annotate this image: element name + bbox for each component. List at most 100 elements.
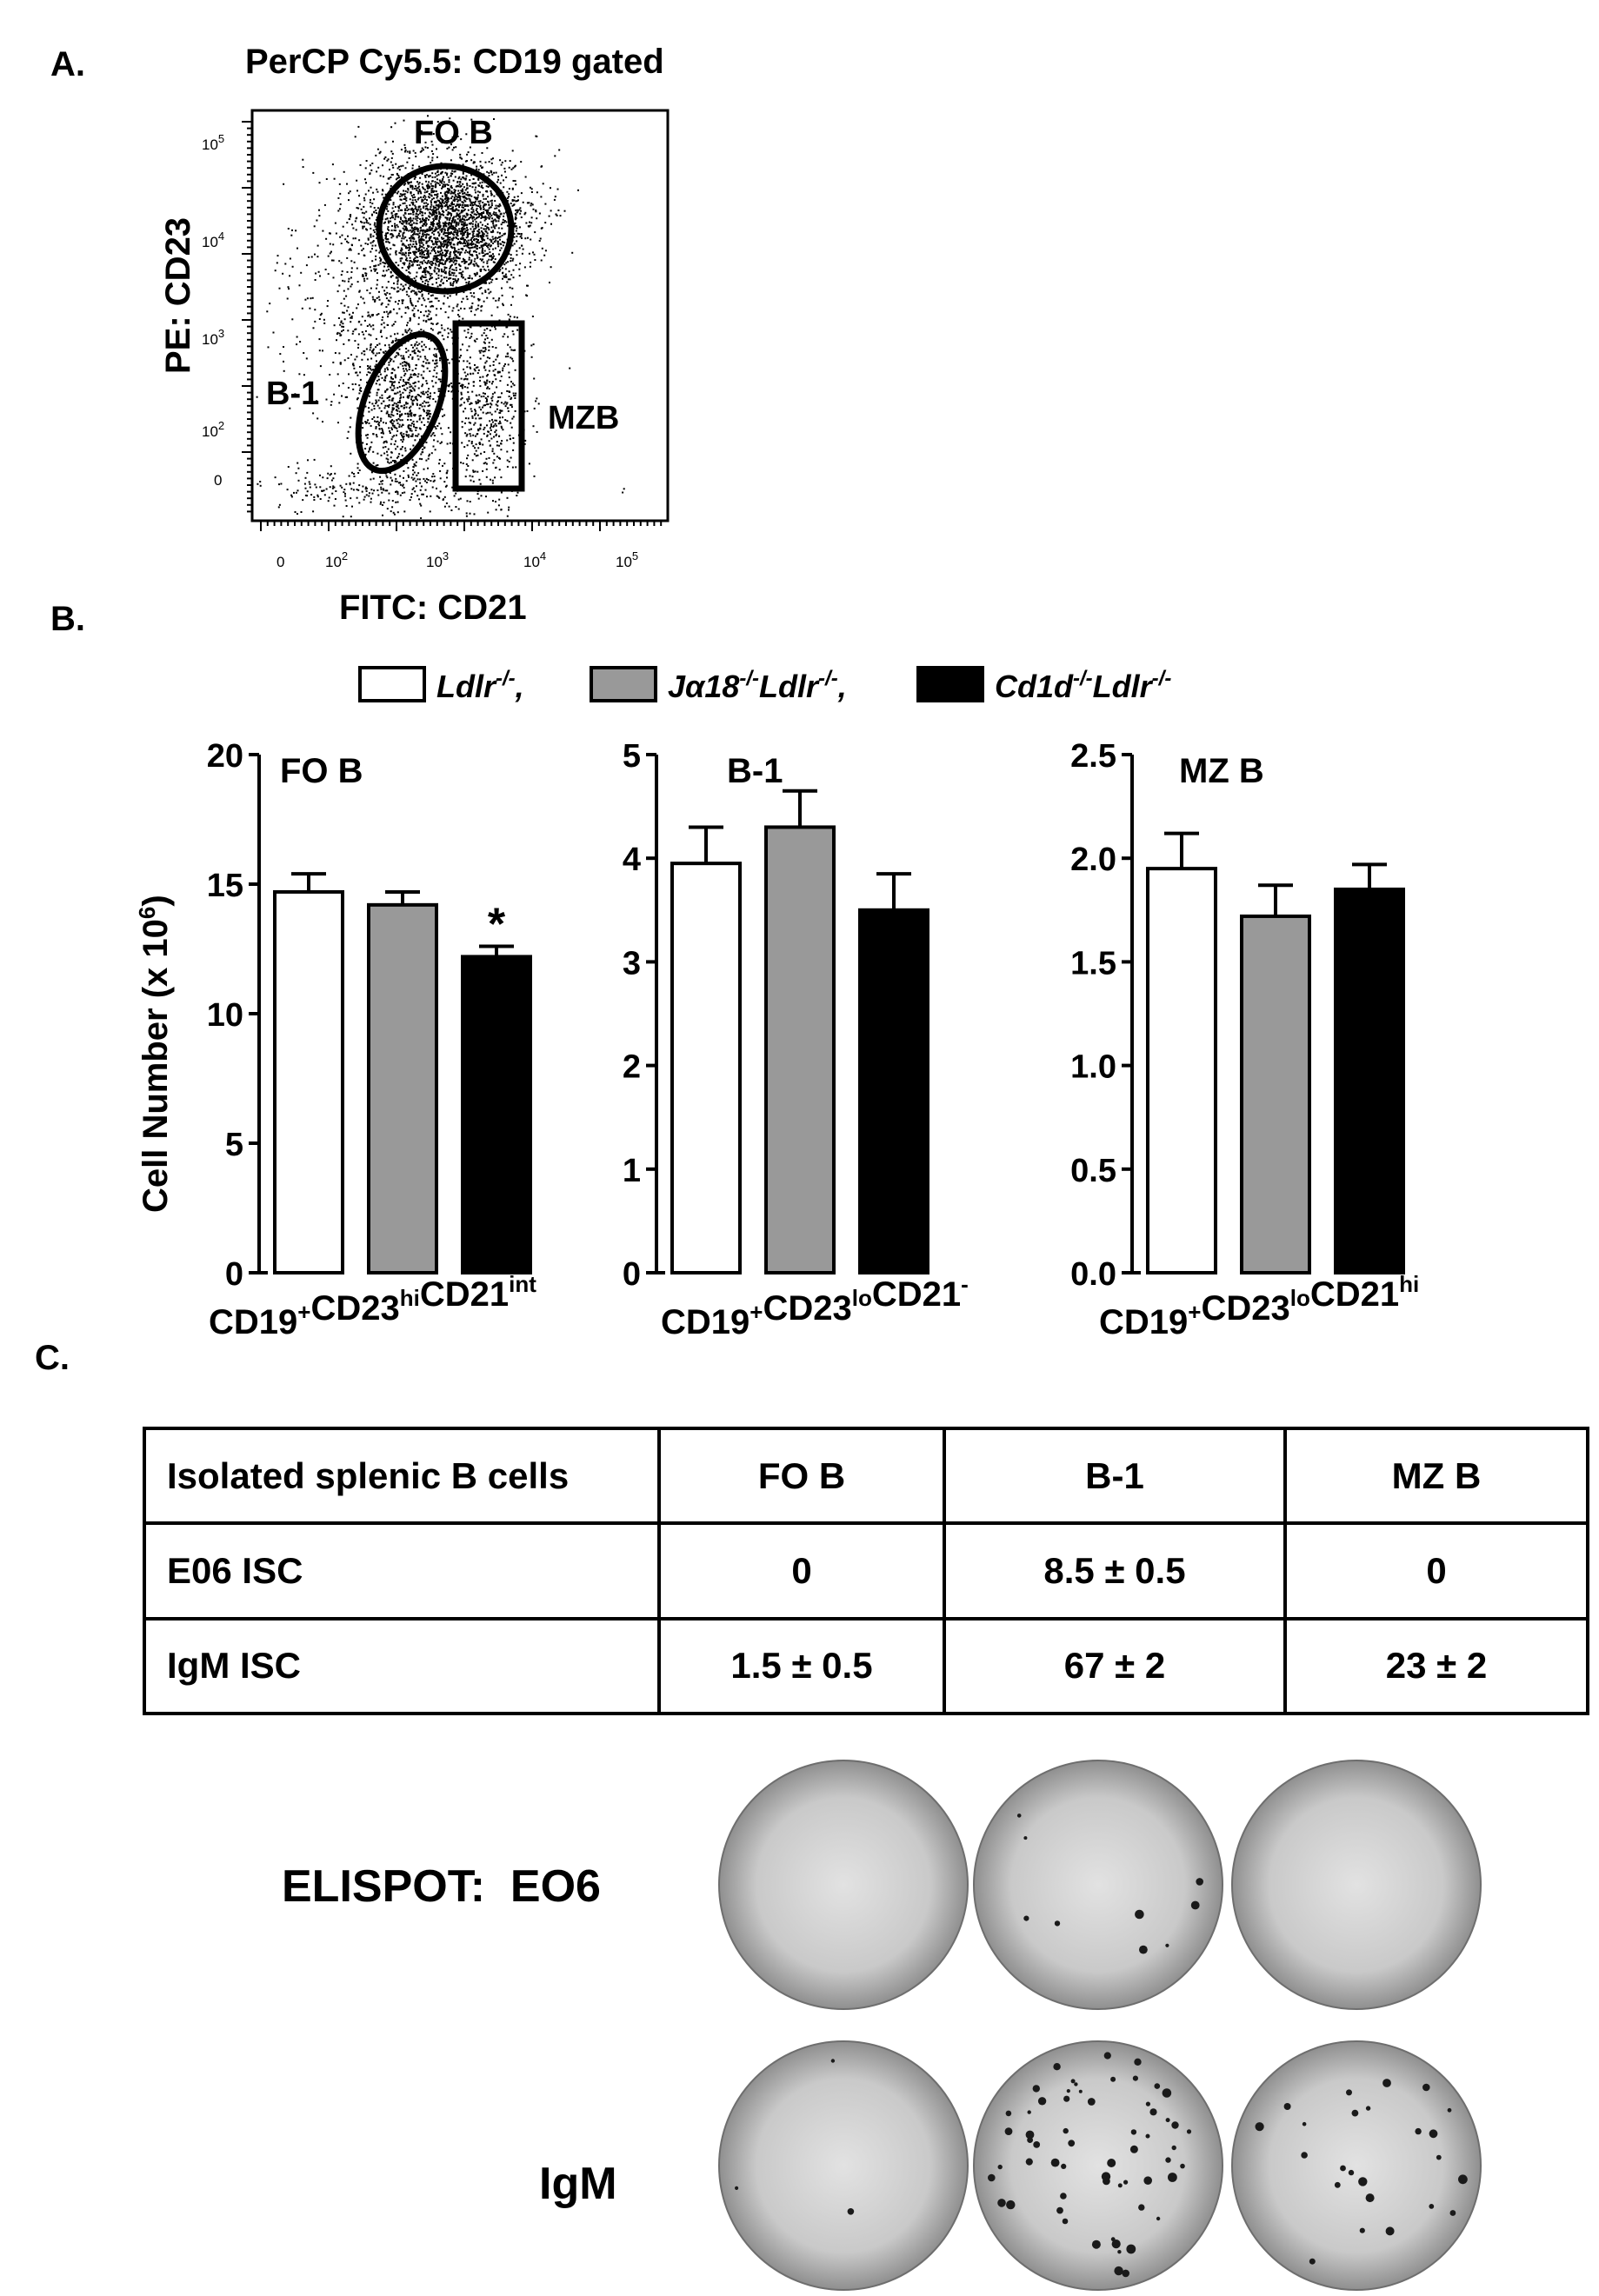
bar xyxy=(461,955,532,1274)
y-tick-label: 5 xyxy=(623,738,641,775)
elispot-spot xyxy=(1032,2085,1040,2093)
elispot-spot xyxy=(1165,2118,1170,2123)
legend-swatch-ldlr xyxy=(358,666,426,702)
table-cell: 0 xyxy=(657,1521,946,1621)
elispot-spot xyxy=(1037,2097,1047,2106)
elispot-spot xyxy=(847,2208,855,2215)
gate-label-mzb: MZB xyxy=(548,400,619,436)
elispot-spot xyxy=(1061,2163,1067,2169)
table-header-cell: FO B xyxy=(657,1426,946,1526)
elispot-spot xyxy=(1309,2258,1316,2265)
elispot-spot xyxy=(1436,2154,1442,2160)
panel-letter-c: C. xyxy=(35,1339,70,1377)
y-tick-label: 10 xyxy=(207,997,243,1034)
elispot-spot xyxy=(1054,1920,1061,1927)
elispot-spot xyxy=(1165,2157,1171,2163)
flow-title: PerCP Cy5.5: CD19 gated xyxy=(245,43,664,81)
y-tick-label: 1.0 xyxy=(1070,1049,1116,1086)
elispot-spot xyxy=(1062,2218,1069,2225)
y-tick-label: 2.5 xyxy=(1070,738,1116,775)
bar xyxy=(367,902,438,1274)
elispot-spot xyxy=(1087,2098,1096,2106)
elispot-spot xyxy=(1063,2127,1069,2134)
elispot-spot xyxy=(1023,1915,1029,1921)
bar xyxy=(1334,887,1405,1275)
elispot-spot xyxy=(997,2199,1006,2207)
bar-charts: Cell Number (x 106) FO B05101520*CD19+CD… xyxy=(134,738,1419,1341)
flow-yticks: 105 104 103 102 0 xyxy=(202,132,224,489)
elispot-spot xyxy=(1132,2075,1138,2081)
elispot-spot xyxy=(1168,2173,1177,2182)
chart-fo-b: FO B 0 5 10 15 20 * CD19+CD23hiCD21int xyxy=(207,738,536,1341)
elispot-spot xyxy=(1114,2266,1123,2276)
elispot-spot xyxy=(1016,1814,1022,1818)
flow-xtick: 102 xyxy=(325,549,348,570)
gate-label-b1: B-1 xyxy=(266,376,319,412)
y-tick-label: 15 xyxy=(207,868,243,904)
flow-ytick: 102 xyxy=(202,419,224,440)
x-axis-label: CD19+CD23loCD21- xyxy=(661,1271,969,1341)
y-tick-label: 0 xyxy=(225,1256,243,1293)
elispot-spot xyxy=(1180,2163,1185,2169)
elispot-spot xyxy=(1066,2089,1070,2093)
flow-xtick: 0 xyxy=(276,554,284,570)
table-row: IgM ISC 1.5 ± 0.5 67 ± 2 23 ± 2 xyxy=(143,1616,1589,1716)
table-cell: 23 ± 2 xyxy=(1283,1616,1589,1716)
elispot-spot xyxy=(1458,2174,1468,2185)
legend-swatch-ja18-ldlr xyxy=(590,666,657,702)
elispot-spot xyxy=(1302,2121,1307,2126)
elispot-spot xyxy=(1126,2244,1136,2254)
elispot-spot xyxy=(997,2164,1003,2170)
table-cell: 0 xyxy=(1283,1521,1589,1621)
elispot-spot xyxy=(1359,2227,1365,2233)
elispot-well xyxy=(718,2040,969,2291)
elispot-spot xyxy=(1165,1943,1169,1947)
flow-xtick: 104 xyxy=(523,549,546,570)
legend-swatch-cd1d-ldlr xyxy=(916,666,984,702)
elispot-spot xyxy=(1429,2129,1438,2139)
elispot-spot xyxy=(1027,2110,1031,2114)
table-row: E06 ISC 0 8.5 ± 0.5 0 xyxy=(143,1521,1589,1621)
table-header-row: Isolated splenic B cells FO B B-1 MZ B xyxy=(143,1426,1589,1526)
y-tick-label: 0 xyxy=(623,1256,641,1293)
panel-letter-a: A. xyxy=(50,45,85,83)
elispot-spot xyxy=(1156,2216,1161,2221)
y-tick-label: 0.5 xyxy=(1070,1153,1116,1189)
bar xyxy=(764,825,836,1274)
table-header-cell: MZ B xyxy=(1283,1426,1589,1526)
elispot-spot xyxy=(1283,2103,1291,2110)
elispot-spot xyxy=(735,2186,739,2190)
table-cell: 1.5 ± 0.5 xyxy=(657,1616,946,1716)
legend: Ldlr-/-, Jα18-/-Ldlr-/-, Cd1d-/-Ldlr-/- xyxy=(358,666,1171,704)
elispot-spot xyxy=(1358,2177,1368,2186)
x-axis-label: CD19+CD23loCD21hi xyxy=(1099,1271,1419,1341)
elispot-spot xyxy=(1171,2121,1179,2129)
elispot-spot xyxy=(1078,2089,1083,2093)
elispot-spot xyxy=(1348,2169,1355,2176)
bar xyxy=(858,908,929,1275)
elispot-spot xyxy=(1101,2172,1111,2181)
bar xyxy=(1240,914,1311,1274)
elispot-spot xyxy=(1122,2269,1129,2278)
elispot-spot xyxy=(1033,2141,1041,2148)
elispot-spot xyxy=(1171,2145,1176,2151)
elispot-spot xyxy=(1145,2101,1150,2106)
elispot-spot xyxy=(1130,2129,1137,2135)
elispot-wells xyxy=(718,1760,1482,2291)
elispot-spot xyxy=(1346,2089,1352,2096)
elispot-spot xyxy=(1143,2176,1152,2185)
flow-ytick: 103 xyxy=(202,327,224,348)
legend-item-cd1d-ldlr: Cd1d-/-Ldlr-/- xyxy=(916,666,1171,704)
elispot-spot xyxy=(1385,2226,1395,2236)
flow-xticks: 0 102 103 104 105 xyxy=(276,549,638,570)
y-tick-label: 1.5 xyxy=(1070,945,1116,982)
elispot-spot xyxy=(1004,2127,1013,2135)
elispot-spot xyxy=(1186,2129,1192,2134)
elispot-spot xyxy=(1117,2250,1122,2254)
elispot-row-label-igm: IgM xyxy=(539,2159,617,2209)
bar xyxy=(273,889,344,1274)
table-cell: 8.5 ± 0.5 xyxy=(943,1521,1287,1621)
significance-marker: * xyxy=(488,900,506,950)
y-tick-label: 4 xyxy=(623,842,641,878)
elispot-spot xyxy=(1123,2180,1129,2185)
